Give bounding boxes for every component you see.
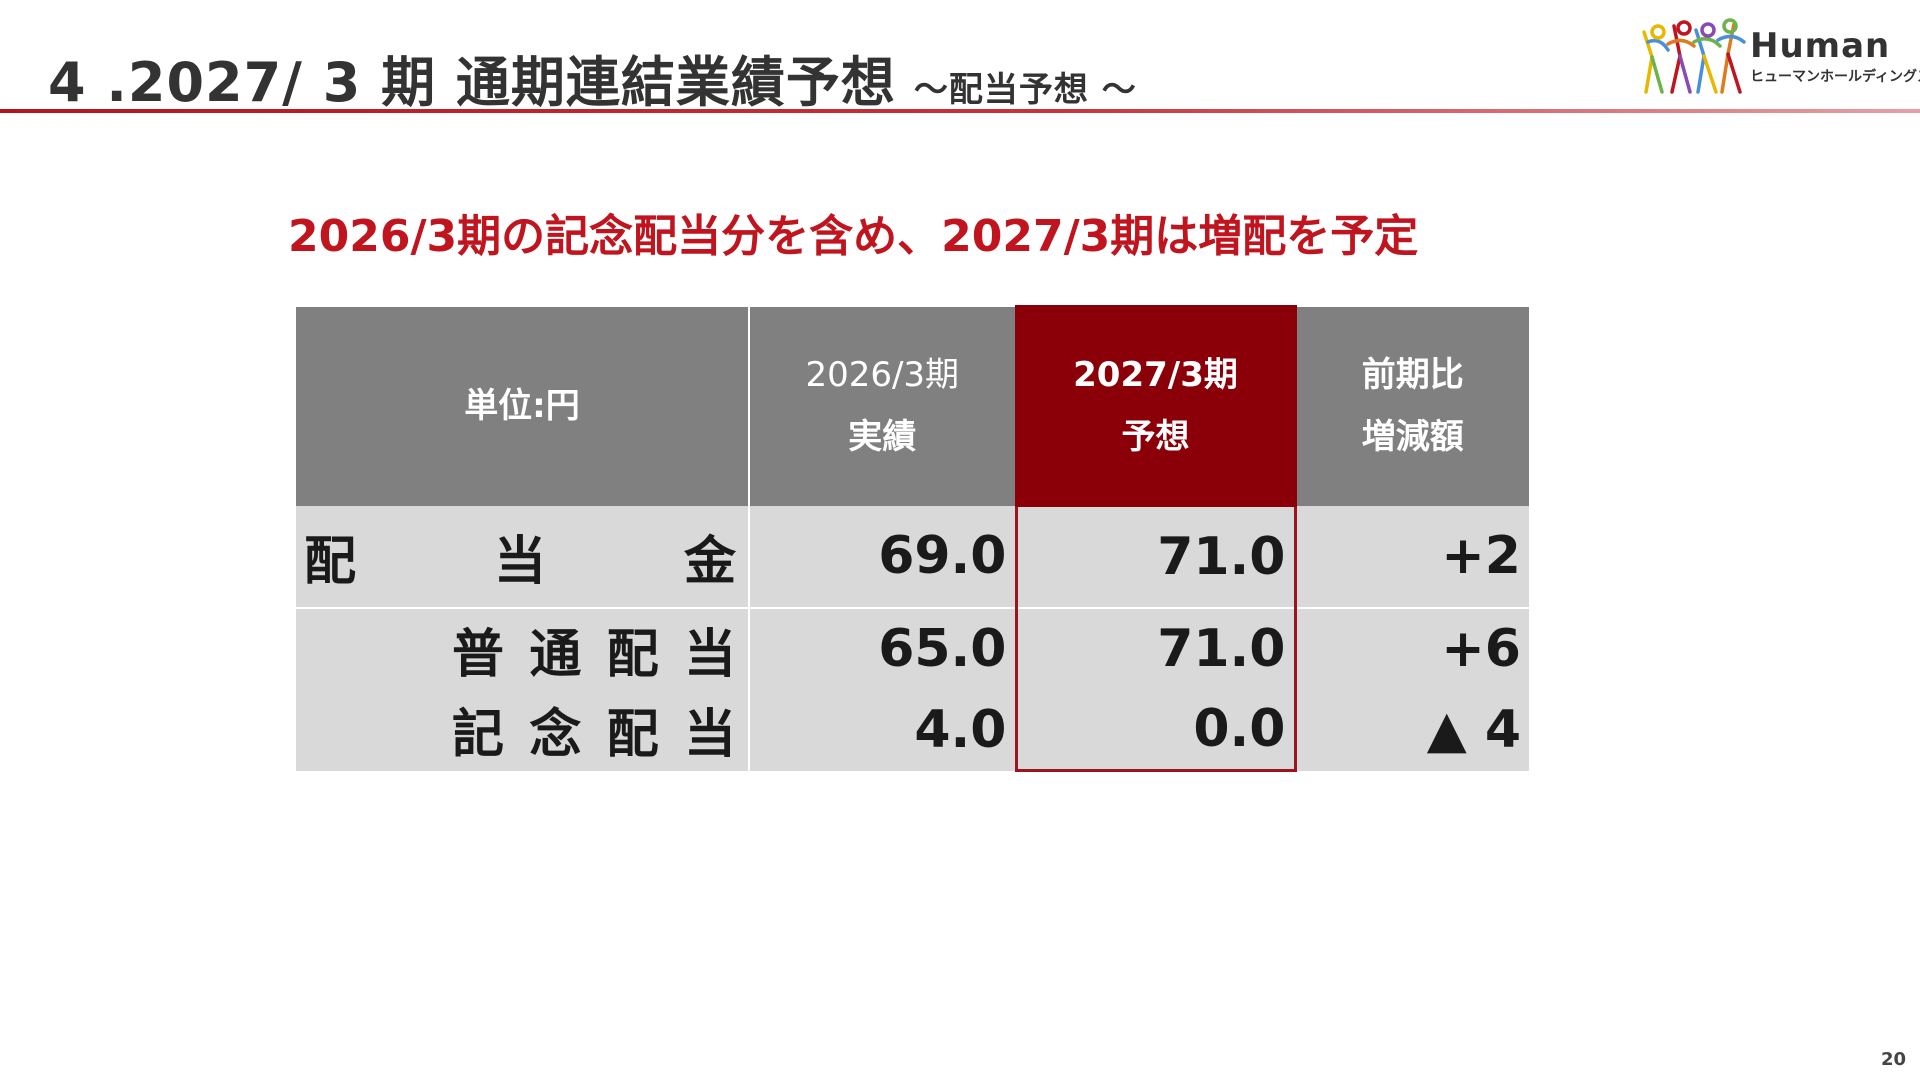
cell-actual: 69.0 bbox=[749, 505, 1017, 609]
dividend-table: 単位:円 2026/3期 実績 2027/3期 予想 前期比 増減額 配 当 金 69… bbox=[296, 305, 1531, 772]
forecast-header: 2027/3期 予想 bbox=[1014, 305, 1297, 507]
change-header: 前期比 増減額 bbox=[1295, 306, 1531, 506]
cell-forecast: 0.0 bbox=[1014, 689, 1297, 772]
row-label-ordinary-dividend: 普 通 配 当 bbox=[296, 608, 750, 689]
human-figures-icon bbox=[1642, 18, 1746, 94]
cell-change: +6 bbox=[1295, 608, 1531, 689]
headline: 2026/3期の記念配当分を含め、2027/3期は増配を予定 bbox=[288, 211, 1419, 262]
cell-actual: 65.0 bbox=[749, 608, 1017, 689]
actual-header: 2026/3期 実績 bbox=[749, 306, 1017, 506]
table-header-row: 単位:円 2026/3期 実績 2027/3期 予想 前期比 増減額 bbox=[296, 305, 1531, 507]
title-divider bbox=[0, 109, 1920, 113]
page-title: 4 .2027/ 3 期 通期連結業績予想 ～配当予想 ～ bbox=[48, 38, 1137, 117]
cell-forecast: 71.0 bbox=[1014, 505, 1297, 609]
cell-change: ▲ 4 bbox=[1295, 689, 1531, 771]
table-row: 普 通 配 当 65.0 71.0 +6 bbox=[296, 608, 1531, 689]
cell-actual: 4.0 bbox=[749, 689, 1017, 771]
cell-change: +2 bbox=[1295, 505, 1531, 609]
table-row: 記 念 配 当 4.0 0.0 ▲ 4 bbox=[296, 689, 1531, 772]
row-label-dividend: 配 当 金 bbox=[296, 505, 750, 609]
page-title-text: 4 .2027/ 3 期 通期連結業績予想 bbox=[48, 51, 896, 114]
cell-forecast: 71.0 bbox=[1014, 608, 1297, 689]
table-row: 配 当 金 69.0 71.0 +2 bbox=[296, 505, 1531, 609]
page-number: 20 bbox=[1880, 1049, 1906, 1070]
page-subtitle: ～配当予想 ～ bbox=[913, 70, 1137, 110]
unit-header: 単位:円 bbox=[296, 306, 750, 506]
logo-wordmark: Human bbox=[1750, 26, 1891, 66]
company-logo: Human ヒューマンホールディングス bbox=[1638, 12, 1920, 97]
logo-kana: ヒューマンホールディングス bbox=[1750, 69, 1920, 85]
row-label-commemorative-dividend: 記 念 配 当 bbox=[296, 689, 750, 771]
